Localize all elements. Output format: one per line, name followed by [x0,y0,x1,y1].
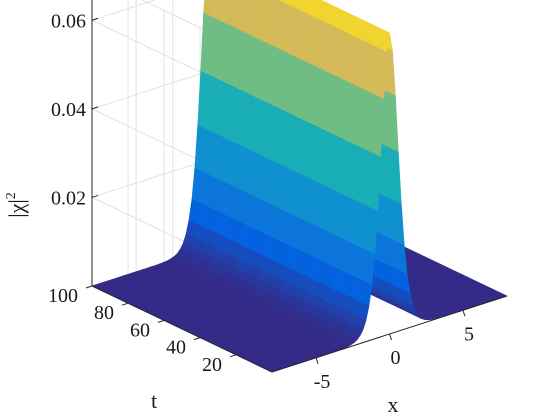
x-tick-label-1: 0 [391,347,401,369]
z-axis-label-group: |χ|2 [4,192,29,218]
x-tick-label-0: -5 [314,371,331,393]
t-tick-label-2: 60 [130,319,150,341]
t-tick-mark-1 [193,337,201,341]
t-tick-mark-4 [85,285,93,289]
z-tick-mark-0 [91,194,99,198]
surface-layer [91,0,508,373]
t-axis-label: t [151,388,157,413]
x-tick-mark-2 [462,310,466,317]
x-axis-label: x [388,392,399,417]
z-tick-label-0: 0.02 [51,187,86,209]
z-tick-label-2: 0.06 [51,10,86,32]
x-tick-label-2: 5 [464,323,474,345]
z-tick-label-1: 0.04 [51,99,86,121]
z-tick-mark-2 [91,17,99,21]
z-axis-label-superscript: 2 [4,192,19,199]
z-axis-label-base: |χ| [4,199,29,218]
t-tick-mark-0 [229,354,237,358]
labels-layer: x t |χ|2 [4,192,399,417]
x-tick-mark-1 [389,333,392,341]
t-tick-label-3: 80 [94,302,114,324]
t-tick-label-4: 100 [48,285,78,307]
z-axis-label: |χ|2 [4,192,29,218]
t-tick-label-1: 40 [166,337,186,359]
t-axis-line [91,285,273,373]
x-tick-mark-0 [315,357,319,364]
axes-layer: -5 0 5 20 40 60 80 100 0.02 0.04 0.06 [48,0,508,393]
t-tick-mark-3 [121,302,129,306]
t-tick-mark-2 [157,319,165,323]
t-tick-label-0: 20 [202,354,222,376]
z-tick-mark-1 [91,106,99,110]
